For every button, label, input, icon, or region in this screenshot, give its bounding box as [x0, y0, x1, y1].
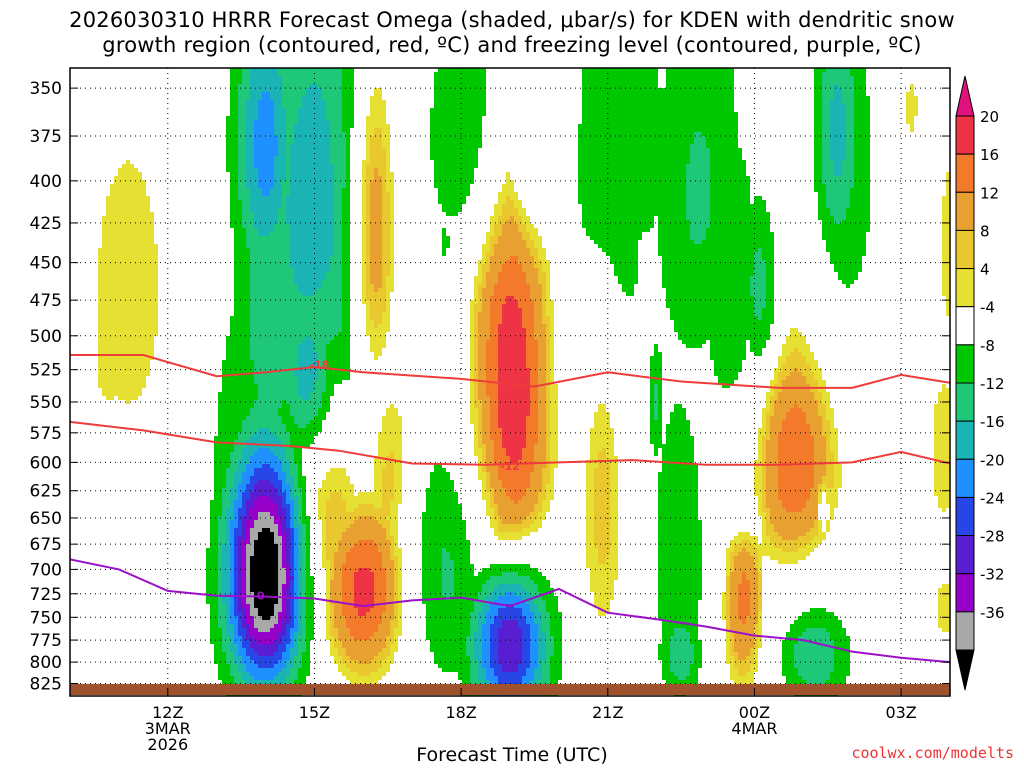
y-tick-label: 825	[30, 674, 62, 694]
colorbar-bin	[955, 115, 975, 155]
colorbar-label: -8	[980, 337, 995, 355]
dendritic-contour-1	[70, 420, 950, 466]
x-tick-label: 15Z	[299, 703, 330, 722]
colorbar-label: 12	[980, 184, 999, 202]
colorbar-label: -12	[980, 375, 1005, 393]
x-tick-label: 12Z	[152, 703, 183, 722]
y-axis: 350 375 400 425 450 475 500 525 550 575 600 625 650 6…	[30, 79, 950, 694]
x-tick-label: 18Z	[445, 703, 476, 722]
colorbar-bin	[955, 191, 975, 231]
x-tick-sublabel: 3MAR	[145, 719, 191, 738]
y-tick-label: 375	[30, 127, 62, 147]
plot-frame	[69, 67, 951, 697]
colorbar: 20 16 12 8 4 -4 -8 -12 -16 -20 -24 -28 -32 -36	[955, 75, 1005, 691]
x-tick-label: 00Z	[739, 703, 770, 722]
terrain-ground-bar	[70, 684, 950, 695]
colorbar-bin	[955, 306, 975, 346]
x-axis-label: Forecast Time (UTC)	[416, 744, 608, 766]
colorbar-label: -36	[980, 604, 1005, 622]
y-tick-label: 725	[30, 585, 62, 605]
colorbar-label: -24	[980, 489, 1005, 507]
colorbar-label: -28	[980, 528, 1005, 546]
colorbar-label: 4	[980, 261, 990, 279]
colorbar-label: -16	[980, 413, 1005, 431]
chart-title-line-2: growth region (contoured, red, ºC) and f…	[102, 33, 922, 57]
colorbar-label: -20	[980, 451, 1005, 469]
y-tick-label: 425	[30, 214, 62, 234]
omega-shading	[98, 68, 950, 696]
colorbar-bin	[955, 153, 975, 193]
colorbar-bin	[955, 268, 975, 308]
colorbar-bin	[955, 75, 975, 117]
colorbar-bin	[955, 382, 975, 422]
y-tick-label: 600	[30, 453, 62, 473]
freezing-level-contour	[70, 558, 950, 664]
x-tick-label: 03Z	[885, 703, 916, 722]
y-tick-label: 575	[30, 424, 62, 444]
colorbar-bin	[955, 229, 975, 270]
chart-title-line-1: 2026030310 HRRR Forecast Omega (shaded, …	[69, 8, 955, 32]
colorbar-label: -4	[980, 299, 995, 317]
y-tick-label: 475	[30, 291, 62, 311]
colorbar-label: -32	[980, 566, 1005, 584]
colorbar-label: 20	[980, 108, 999, 126]
colorbar-label: 8	[980, 222, 990, 240]
x-tick-sublabel: 2026	[147, 735, 188, 754]
x-tick-sublabel: 4MAR	[731, 719, 777, 738]
colorbar-bin	[955, 611, 975, 651]
credit-text: coolwx.com/modelts	[851, 744, 1014, 762]
colorbar-label: 16	[980, 146, 999, 164]
y-tick-label: 800	[30, 653, 62, 673]
y-tick-label: 500	[30, 327, 62, 347]
y-tick-label: 650	[30, 509, 62, 529]
dendritic-contour-1-label: -12	[500, 460, 520, 473]
y-tick-label: 675	[30, 535, 62, 555]
colorbar-bin	[955, 573, 975, 613]
y-tick-label: 750	[30, 608, 62, 628]
colorbar-bin	[955, 458, 975, 498]
colorbar-bin	[955, 344, 975, 384]
y-tick-label: 550	[30, 393, 62, 413]
y-tick-label: 450	[30, 254, 62, 274]
freezing-level-contour-label: 0	[257, 590, 265, 603]
temperature-contours: -18 -12 0	[70, 353, 950, 664]
colorbar-bin	[955, 649, 975, 691]
x-tick-label: 21Z	[592, 703, 623, 722]
y-tick-label: 400	[30, 172, 62, 192]
grid-lines	[70, 68, 950, 696]
y-tick-label: 625	[30, 482, 62, 502]
y-tick-label: 350	[30, 79, 62, 99]
colorbar-bin	[955, 496, 975, 537]
y-tick-label: 775	[30, 631, 62, 651]
colorbar-bin	[955, 420, 975, 460]
dendritic-contour-0-label: -18	[309, 358, 329, 371]
dendritic-contour-0	[70, 353, 950, 389]
y-tick-label: 700	[30, 560, 62, 580]
y-tick-label: 525	[30, 361, 62, 381]
colorbar-bin	[955, 535, 975, 575]
